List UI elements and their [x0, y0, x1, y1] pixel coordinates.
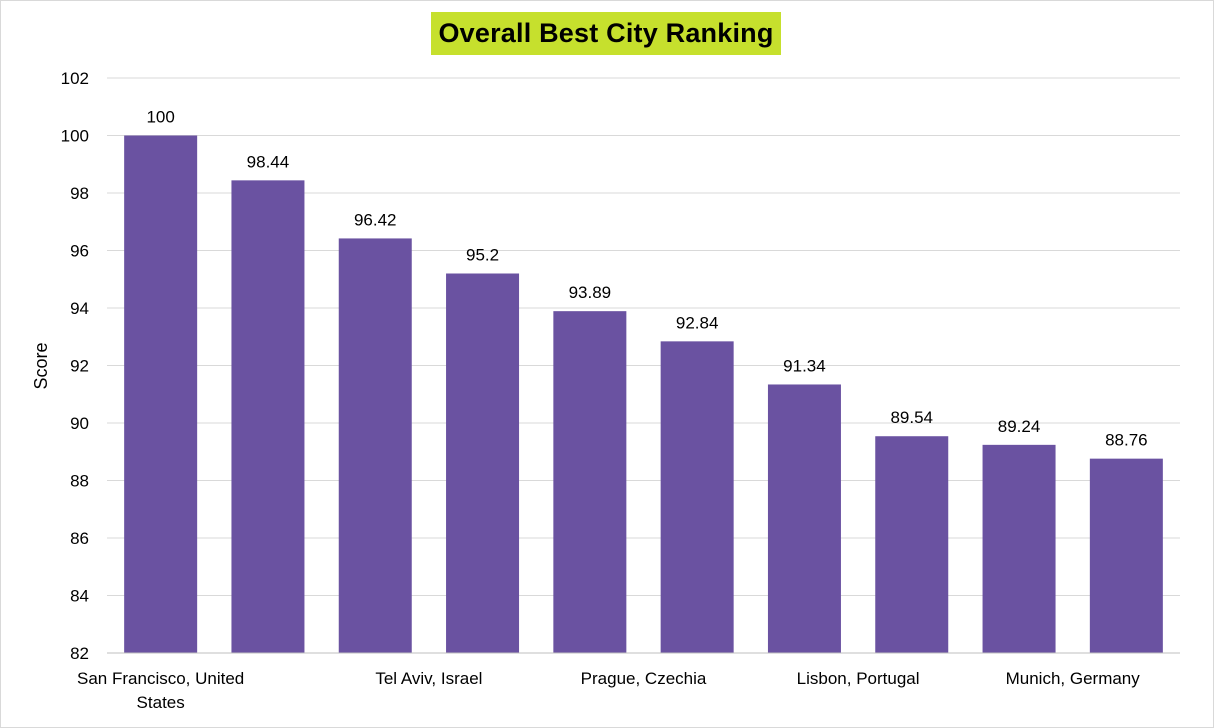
- y-tick-label: 90: [70, 414, 89, 433]
- y-tick-label: 102: [61, 69, 89, 88]
- data-label: 89.24: [998, 417, 1041, 436]
- data-label: 96.42: [354, 210, 397, 229]
- bar: [1089, 458, 1163, 653]
- data-label: 95.2: [466, 246, 499, 265]
- bar: [446, 273, 520, 653]
- data-labels: 100 98.44 96.42 95.2 93.89 92.84 91.34 89.54 89.…: [146, 108, 1147, 450]
- y-tick-label: 86: [70, 529, 89, 548]
- bar: [660, 341, 734, 653]
- x-tick-label: Munich, Germany: [1006, 669, 1141, 688]
- y-tick-label: 84: [70, 587, 89, 606]
- data-label: 93.89: [569, 283, 612, 302]
- data-label: 88.76: [1105, 431, 1148, 450]
- bar: [767, 384, 841, 653]
- bar: [338, 238, 412, 654]
- y-tick-label: 98: [70, 184, 89, 203]
- bar: [124, 135, 198, 653]
- x-axis-ticks: San Francisco, United States Tel Aviv, Isr…: [77, 669, 1140, 712]
- x-tick-label: Lisbon, Portugal: [797, 669, 920, 688]
- data-label: 89.54: [890, 408, 933, 427]
- x-tick-label: Tel Aviv, Israel: [375, 669, 482, 688]
- x-tick-label: Prague, Czechia: [581, 669, 707, 688]
- y-tick-label: 82: [70, 644, 89, 663]
- data-label: 92.84: [676, 313, 719, 332]
- bar: [553, 311, 627, 653]
- bar: [982, 444, 1056, 653]
- data-label: 91.34: [783, 356, 826, 375]
- y-axis-title: Score: [31, 342, 51, 389]
- y-tick-label: 96: [70, 242, 89, 261]
- y-tick-label: 100: [61, 127, 89, 146]
- data-label: 100: [146, 108, 174, 127]
- y-axis-ticks: 82 84 86 88 90 92 94 96 98 100 102: [61, 69, 89, 663]
- chart-title: Overall Best City Ranking: [431, 12, 781, 55]
- y-tick-label: 92: [70, 357, 89, 376]
- bar: [875, 436, 949, 653]
- data-label: 98.44: [247, 152, 290, 171]
- y-tick-label: 88: [70, 472, 89, 491]
- bars: [124, 135, 1163, 654]
- bar: [231, 180, 305, 653]
- x-tick-label: San Francisco, United States: [77, 669, 244, 712]
- y-tick-label: 94: [70, 299, 89, 318]
